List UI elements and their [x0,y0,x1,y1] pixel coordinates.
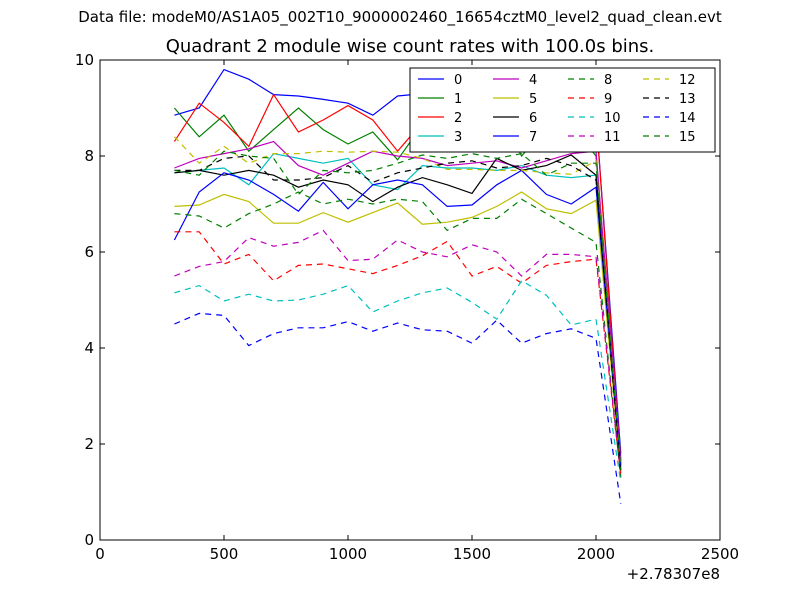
legend-label-9: 9 [604,92,612,107]
legend-label-15: 15 [679,130,696,145]
y-tick-label: 6 [84,243,94,261]
x-tick-label: 500 [210,545,239,563]
legend-label-6: 6 [529,111,537,126]
legend-label-12: 12 [679,73,696,88]
chart-title: Quadrant 2 module wise count rates with … [165,36,655,57]
y-tick-label: 8 [84,147,94,165]
series-line-9 [174,231,622,476]
x-tick-label: 2500 [701,545,739,563]
legend-label-2: 2 [454,111,462,126]
legend-label-7: 7 [529,130,537,145]
legend-label-4: 4 [529,73,537,88]
series-line-5 [174,191,622,473]
series-line-15 [174,150,622,471]
y-tick-label: 4 [84,339,94,357]
series-line-4 [174,140,622,461]
legend-label-0: 0 [454,73,462,88]
figure-suptitle: Data file: modeM0/AS1A05_002T10_90000024… [78,8,722,26]
series-line-7 [173,169,622,466]
series-line-11 [174,229,622,473]
legend-label-10: 10 [604,111,621,126]
legend-frame [409,67,716,153]
x-tick-label: 1500 [453,545,491,563]
y-tick-label: 0 [84,531,94,549]
series-line-13 [174,155,622,476]
y-tick-label: 10 [75,51,94,69]
series-line-10 [174,279,622,483]
series-line-14 [174,312,622,505]
x-tick-label: 1000 [329,545,367,563]
x-offset-label: +2.78307e8 [627,565,720,583]
legend-label-1: 1 [454,92,462,107]
legend-label-11: 11 [604,130,621,145]
x-tick-label: 0 [95,545,105,563]
plot-frame [99,59,721,541]
legend-label-5: 5 [529,92,537,107]
series-line-12 [173,136,622,469]
legend-label-13: 13 [679,92,696,107]
legend-label-8: 8 [604,73,612,88]
series-line-8 [174,191,622,478]
y-tick-label: 2 [84,435,94,453]
legend-label-3: 3 [454,130,462,145]
series-line-6 [174,154,622,471]
legend-label-14: 14 [679,111,696,126]
series-layer [173,68,622,505]
x-tick-label: 2000 [577,545,615,563]
